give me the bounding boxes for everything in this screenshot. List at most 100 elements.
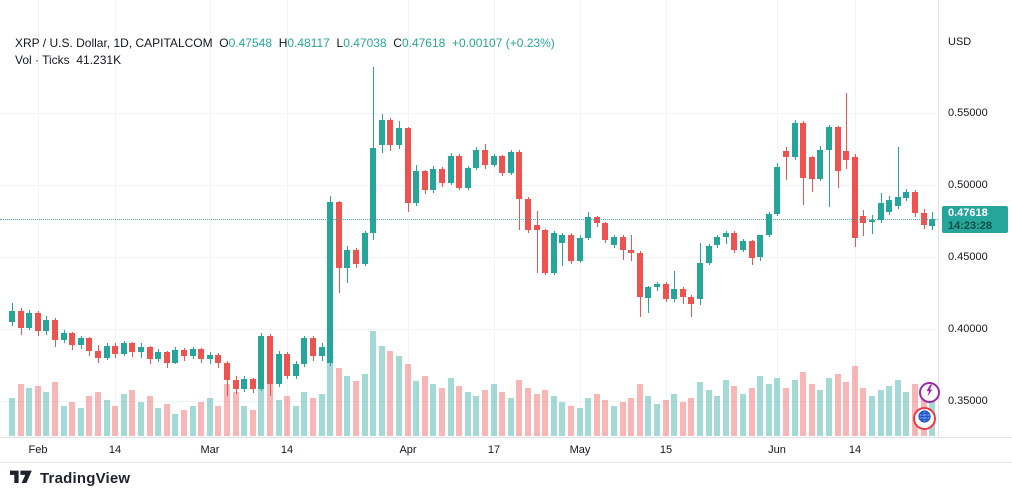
volume-bar[interactable]: [636, 384, 643, 436]
candle[interactable]: [335, 202, 342, 269]
volume-bar[interactable]: [740, 394, 746, 436]
volume-bar[interactable]: [404, 364, 411, 436]
volume-bar[interactable]: [206, 398, 213, 436]
volume-bar[interactable]: [714, 396, 721, 436]
candle[interactable]: [267, 335, 273, 384]
volume-bar[interactable]: [52, 382, 58, 436]
candle[interactable]: [559, 234, 566, 243]
volume-bar[interactable]: [189, 406, 196, 436]
volume-bar[interactable]: [903, 392, 910, 436]
candle[interactable]: [52, 319, 58, 341]
volume-bar[interactable]: [748, 388, 755, 436]
volume-bar[interactable]: [585, 398, 592, 436]
volume-bar[interactable]: [774, 378, 781, 436]
candle[interactable]: [344, 249, 351, 269]
volume-bar[interactable]: [886, 386, 893, 436]
candle[interactable]: [430, 169, 437, 191]
volume-bar[interactable]: [327, 361, 334, 436]
candle[interactable]: [447, 155, 454, 183]
volume-bar[interactable]: [17, 384, 24, 436]
candle[interactable]: [585, 217, 592, 238]
candle[interactable]: [645, 287, 652, 298]
candle[interactable]: [817, 150, 824, 180]
volume-bar[interactable]: [645, 396, 652, 436]
candle[interactable]: [499, 156, 506, 174]
volume-bar[interactable]: [232, 392, 239, 436]
candle[interactable]: [86, 338, 93, 352]
volume-bar[interactable]: [851, 366, 858, 436]
volume-bar[interactable]: [525, 388, 531, 436]
candle[interactable]: [877, 203, 884, 221]
candle[interactable]: [800, 123, 807, 179]
volume-bar[interactable]: [602, 400, 609, 436]
candle[interactable]: [783, 151, 789, 157]
volume-bar[interactable]: [275, 400, 282, 436]
candle[interactable]: [662, 283, 669, 300]
volume-bar[interactable]: [619, 402, 626, 436]
candle[interactable]: [516, 151, 523, 200]
volume-bar[interactable]: [172, 414, 179, 436]
candle[interactable]: [103, 346, 110, 359]
volume-bar[interactable]: [396, 356, 402, 436]
volume-bar[interactable]: [26, 388, 33, 436]
candle[interactable]: [774, 167, 781, 214]
candle[interactable]: [654, 283, 660, 288]
candle[interactable]: [456, 155, 463, 188]
candle[interactable]: [722, 232, 729, 237]
candle[interactable]: [292, 364, 299, 376]
volume-bar[interactable]: [284, 396, 291, 436]
candle[interactable]: [17, 311, 24, 328]
candle[interactable]: [894, 197, 901, 206]
candle[interactable]: [542, 230, 549, 273]
candle[interactable]: [688, 296, 695, 304]
volume-bar[interactable]: [361, 374, 368, 436]
volume-bar[interactable]: [103, 400, 110, 436]
volume-label[interactable]: Vol · Ticks: [15, 53, 70, 67]
volume-bar[interactable]: [568, 406, 574, 436]
chart-pane[interactable]: [0, 0, 938, 437]
candle[interactable]: [138, 347, 144, 352]
volume-bar[interactable]: [249, 410, 256, 436]
volume-bar[interactable]: [860, 388, 867, 436]
candle[interactable]: [568, 234, 574, 262]
volume-bar[interactable]: [421, 376, 428, 436]
candle[interactable]: [413, 171, 420, 203]
candle[interactable]: [507, 151, 514, 174]
volume-bar[interactable]: [138, 402, 144, 436]
volume-bar[interactable]: [370, 331, 377, 436]
volume-bar[interactable]: [456, 386, 463, 436]
candle[interactable]: [34, 313, 41, 332]
candle[interactable]: [396, 128, 402, 146]
volume-bar[interactable]: [301, 392, 308, 436]
candle[interactable]: [843, 151, 850, 160]
candle[interactable]: [611, 236, 617, 246]
candle[interactable]: [619, 236, 626, 250]
candle[interactable]: [636, 252, 643, 298]
volume-bar[interactable]: [34, 386, 41, 436]
candle[interactable]: [421, 171, 428, 190]
candle[interactable]: [163, 352, 170, 363]
volume-bar[interactable]: [198, 402, 205, 436]
candle[interactable]: [628, 249, 635, 253]
event-bubble-lightning[interactable]: [919, 382, 940, 403]
candle[interactable]: [9, 311, 15, 322]
volume-bar[interactable]: [490, 384, 497, 436]
candle[interactable]: [370, 147, 377, 234]
volume-bar[interactable]: [516, 380, 523, 436]
candle[interactable]: [60, 333, 67, 341]
volume-bar[interactable]: [387, 351, 394, 436]
volume-bar[interactable]: [731, 386, 738, 436]
volume-bar[interactable]: [576, 408, 583, 436]
candle[interactable]: [740, 241, 746, 250]
volume-bar[interactable]: [877, 390, 884, 436]
candle[interactable]: [189, 349, 196, 357]
volume-bar[interactable]: [533, 394, 540, 436]
candle[interactable]: [284, 353, 291, 376]
candle[interactable]: [851, 156, 858, 239]
volume-bar[interactable]: [9, 398, 15, 436]
volume-bar[interactable]: [697, 382, 703, 436]
candle[interactable]: [26, 313, 33, 328]
candle[interactable]: [697, 262, 703, 299]
candle[interactable]: [602, 223, 609, 240]
volume-bar[interactable]: [318, 394, 325, 436]
